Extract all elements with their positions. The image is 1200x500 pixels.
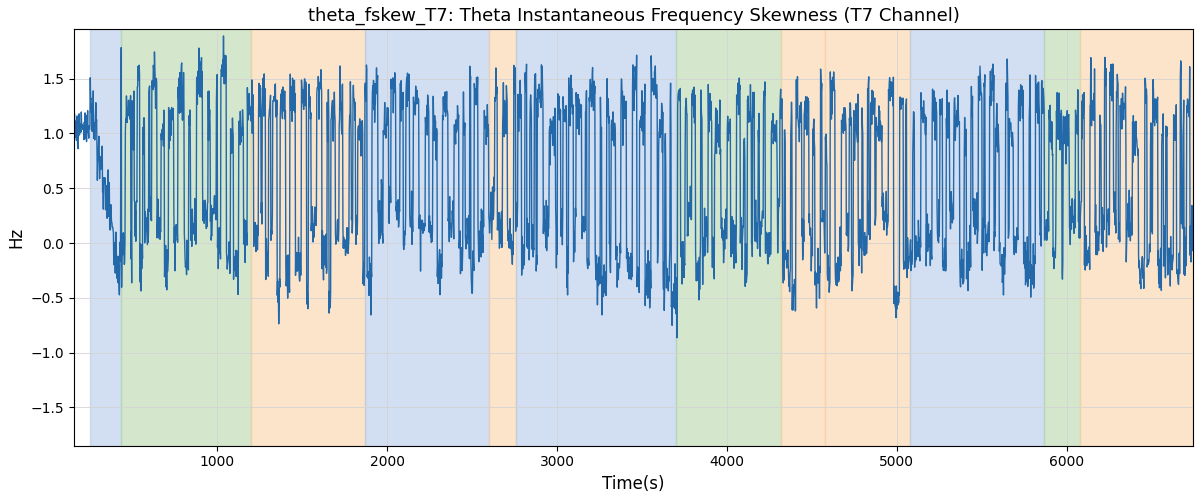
Bar [1080, 30, 1193, 446]
Bar [516, 30, 676, 446]
Y-axis label: Hz: Hz [7, 227, 25, 248]
Bar [120, 30, 251, 446]
Bar [1044, 30, 1080, 446]
X-axis label: Time(s): Time(s) [602, 475, 665, 493]
Bar [251, 30, 365, 446]
Bar [826, 30, 911, 446]
Bar [490, 30, 516, 446]
Bar [90, 30, 120, 446]
Bar [781, 30, 826, 446]
Title: theta_fskew_T7: Theta Instantaneous Frequency Skewness (T7 Channel): theta_fskew_T7: Theta Instantaneous Freq… [307, 7, 959, 25]
Bar [365, 30, 490, 446]
Bar [676, 30, 781, 446]
Bar [911, 30, 1044, 446]
